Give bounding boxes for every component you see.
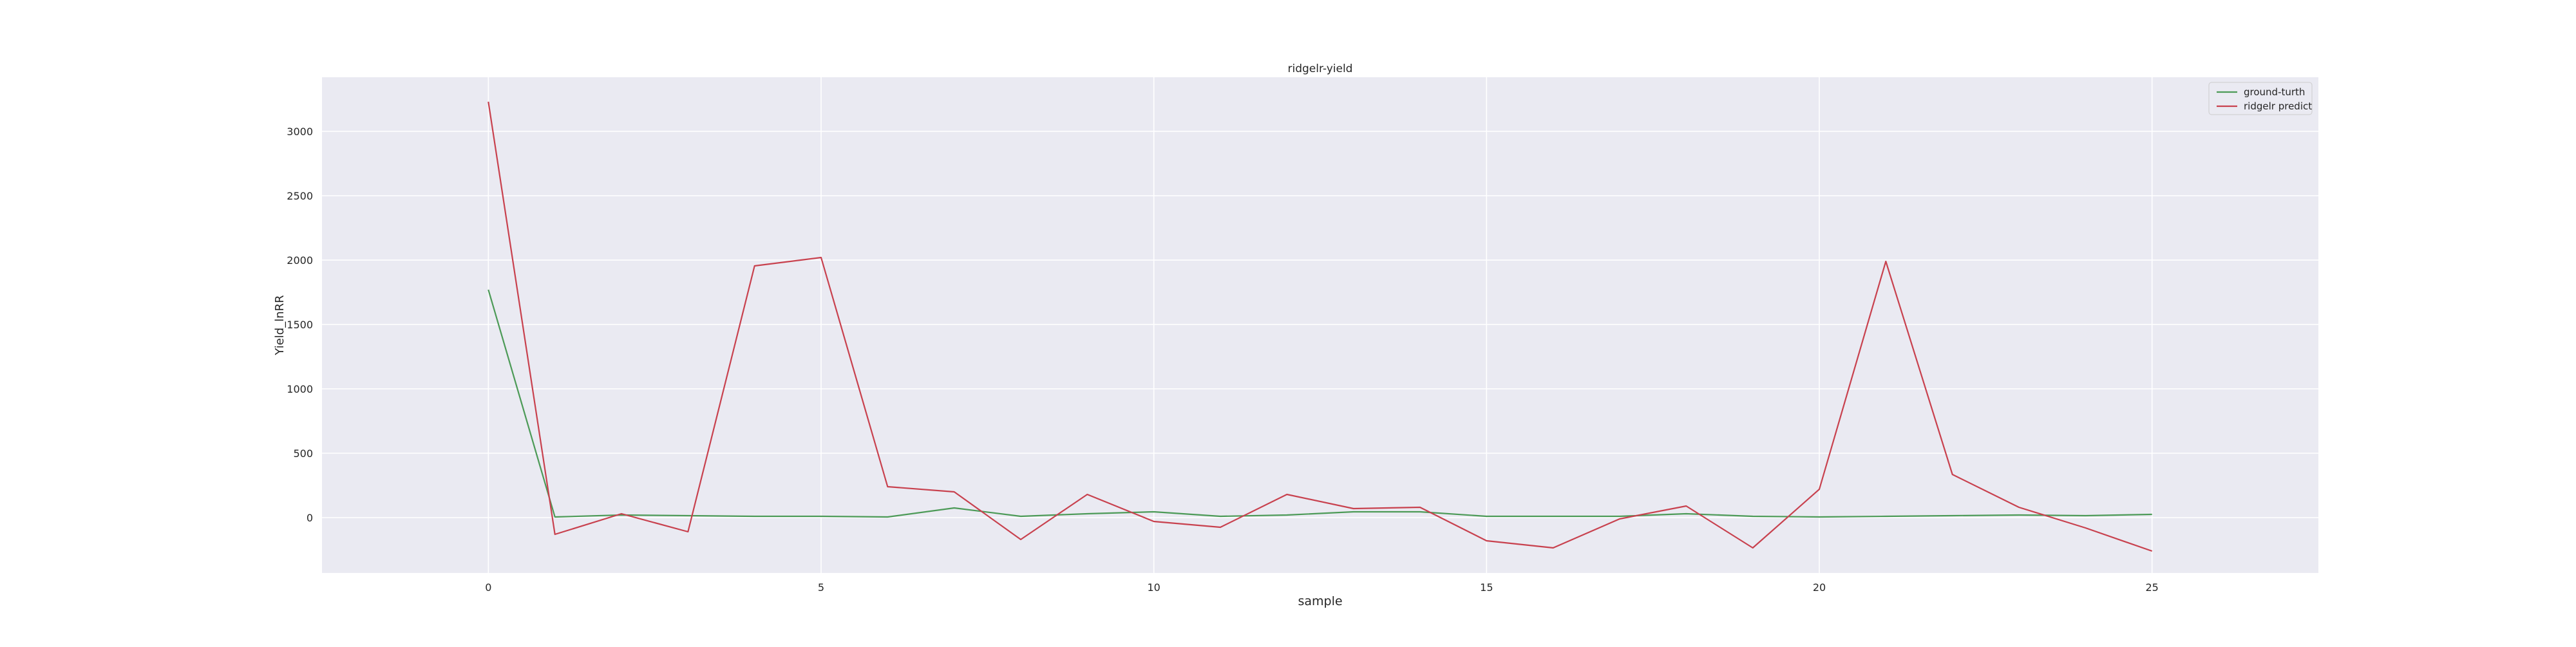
x-tick-label: 10	[1147, 581, 1160, 594]
y-tick-label: 500	[293, 447, 313, 460]
plot-background	[322, 77, 2318, 573]
series-line-ground-turth	[488, 289, 2152, 518]
y-tick-label: 1500	[287, 319, 313, 331]
chart-title: ridgelr-yield	[1288, 62, 1353, 75]
x-axis-label: sample	[1298, 594, 1342, 608]
y-tick-label: 2500	[287, 190, 313, 202]
x-tick-label: 0	[485, 581, 491, 594]
x-tick-label: 15	[1480, 581, 1493, 594]
y-tick-label: 0	[307, 512, 313, 524]
y-tick-label: 2000	[287, 254, 313, 267]
series-lines	[488, 101, 2153, 552]
y-tick-label: 3000	[287, 126, 313, 138]
y-tick-labels: 0 500 1000 1500 2000 2500 3000	[287, 126, 313, 524]
x-tick-label: 5	[818, 581, 824, 594]
x-tick-labels: 0 5 10 15 20 25	[485, 581, 2159, 594]
legend-label-ground-turth: ground-turth	[2244, 86, 2305, 98]
x-tick-label: 25	[2145, 581, 2158, 594]
y-axis-label: Yield_lnRR	[273, 295, 287, 355]
grid-lines	[322, 77, 2318, 573]
x-tick-label: 20	[1813, 581, 1826, 594]
legend: ground-turth ridgelr predict	[2208, 82, 2313, 115]
y-tick-label: 1000	[287, 383, 313, 395]
legend-label-ridgelr-predict: ridgelr predict	[2244, 100, 2312, 112]
series-line-ridgelr-predict	[488, 101, 2153, 552]
